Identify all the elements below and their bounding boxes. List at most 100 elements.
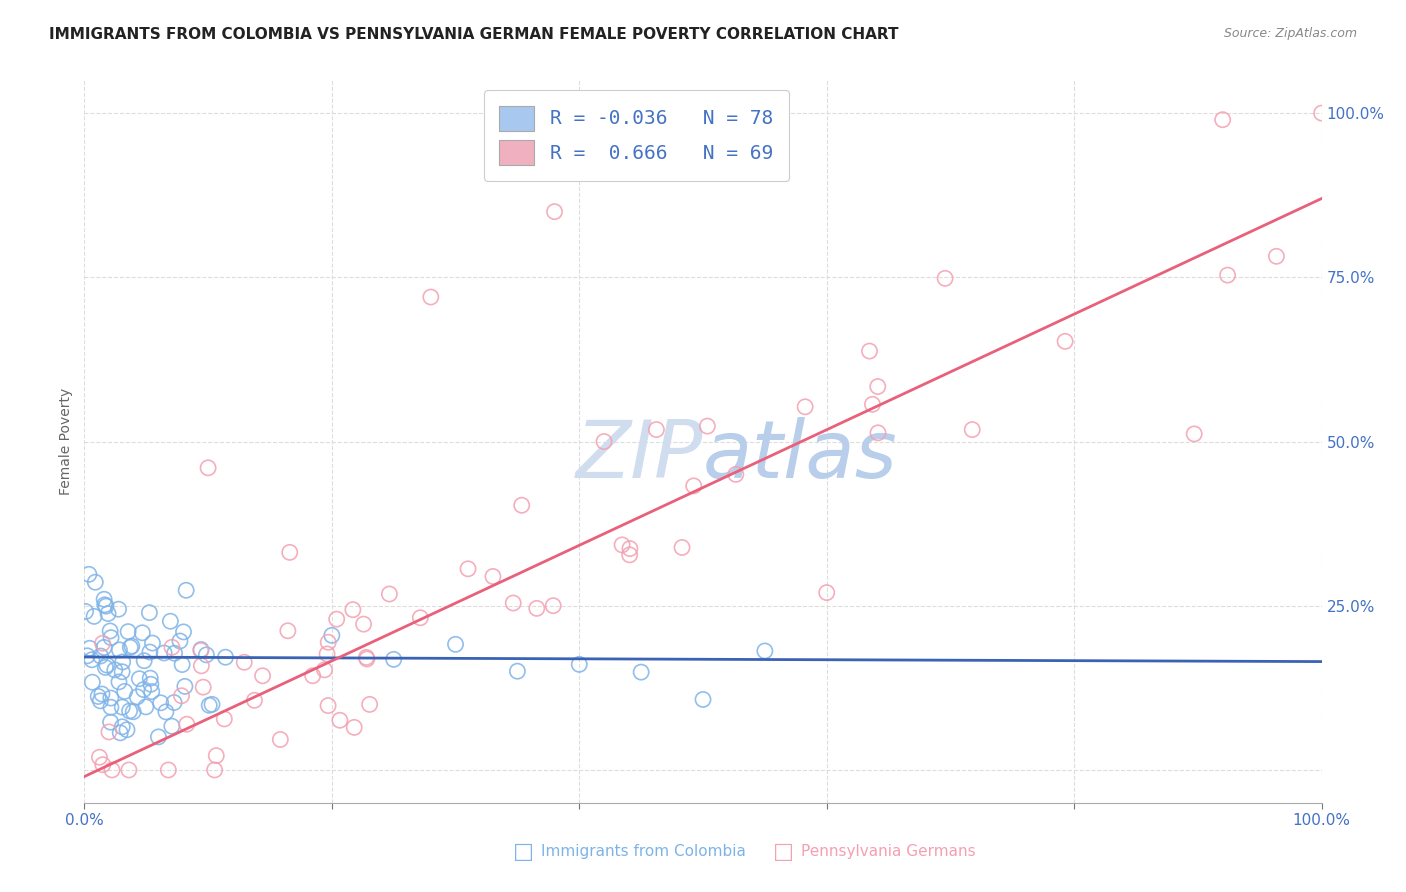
Point (148, 730, 170, 744)
Point (169, 634, 191, 648)
Text: □: □ (513, 842, 534, 862)
Point (94, 599, 117, 614)
Point (80, 653, 103, 667)
Point (100, 715, 122, 730)
Point (190, 642, 212, 657)
Point (118, 704, 141, 718)
Point (76, 648, 98, 663)
Point (277, 624, 299, 638)
Point (419, 290, 441, 304)
Point (138, 606, 160, 620)
Point (82, 675, 104, 690)
Point (858, 344, 880, 359)
Point (115, 723, 138, 737)
Point (630, 665, 652, 679)
Point (111, 665, 134, 679)
Point (754, 644, 776, 658)
Point (128, 672, 150, 686)
Point (692, 692, 714, 706)
Point (359, 698, 381, 712)
Point (170, 689, 193, 703)
Point (93, 592, 115, 607)
Point (214, 712, 236, 726)
Point (342, 602, 364, 616)
Point (108, 674, 131, 689)
Point (127, 690, 149, 704)
Point (1265, 249, 1288, 263)
Point (382, 652, 405, 666)
Point (356, 652, 378, 666)
Point (94, 660, 117, 674)
Text: □: □ (773, 842, 794, 862)
Point (89, 694, 111, 708)
Point (139, 671, 162, 685)
Point (353, 617, 375, 632)
Point (132, 682, 155, 697)
Point (97, 725, 120, 739)
Text: Source: ZipAtlas.com: Source: ZipAtlas.com (1223, 27, 1357, 40)
Point (444, 637, 467, 651)
Point (1216, 268, 1239, 282)
Point (117, 624, 139, 639)
Point (866, 379, 889, 393)
Point (157, 763, 180, 777)
Point (724, 467, 747, 482)
Point (205, 748, 228, 763)
Point (160, 640, 183, 655)
Point (110, 726, 132, 740)
Point (243, 693, 266, 707)
Point (862, 397, 884, 411)
Point (93, 640, 115, 655)
Point (1182, 426, 1205, 441)
Point (278, 545, 301, 559)
Point (141, 636, 163, 650)
Point (325, 612, 347, 626)
Point (1054, 334, 1077, 349)
Point (97, 607, 120, 621)
Point (98, 624, 121, 638)
Point (195, 648, 218, 662)
Text: IMMIGRANTS FROM COLOMBIA VS PENNSYLVANIA GERMAN FEMALE POVERTY CORRELATION CHART: IMMIGRANTS FROM COLOMBIA VS PENNSYLVANIA… (49, 27, 898, 42)
Point (510, 498, 533, 512)
Point (104, 663, 127, 677)
Point (378, 587, 401, 601)
Point (100, 691, 122, 706)
Point (114, 684, 136, 698)
Point (131, 625, 153, 640)
Point (75, 605, 97, 619)
Point (149, 696, 172, 710)
Point (252, 669, 274, 683)
Point (619, 541, 641, 556)
Point (506, 664, 529, 678)
Point (356, 650, 378, 665)
Point (329, 713, 352, 727)
Point (163, 646, 186, 660)
Point (301, 669, 323, 683)
Text: atlas: atlas (703, 417, 898, 495)
Point (79, 641, 101, 656)
Point (84, 575, 107, 590)
Point (160, 719, 183, 733)
Point (541, 599, 564, 613)
Point (94, 598, 117, 612)
Point (198, 698, 221, 713)
Point (89, 750, 111, 764)
Point (174, 583, 197, 598)
Point (482, 569, 505, 583)
Point (121, 639, 143, 653)
Point (457, 562, 479, 576)
Point (111, 655, 134, 669)
Point (960, 423, 983, 437)
Point (111, 720, 134, 734)
Point (866, 425, 889, 440)
Point (316, 698, 339, 713)
Point (197, 460, 219, 475)
Point (233, 655, 256, 669)
Point (122, 705, 145, 719)
Point (193, 680, 215, 694)
Point (645, 423, 668, 437)
Point (204, 763, 226, 777)
Text: Immigrants from Colombia: Immigrants from Colombia (541, 845, 747, 859)
Point (172, 657, 194, 672)
Point (593, 434, 616, 449)
